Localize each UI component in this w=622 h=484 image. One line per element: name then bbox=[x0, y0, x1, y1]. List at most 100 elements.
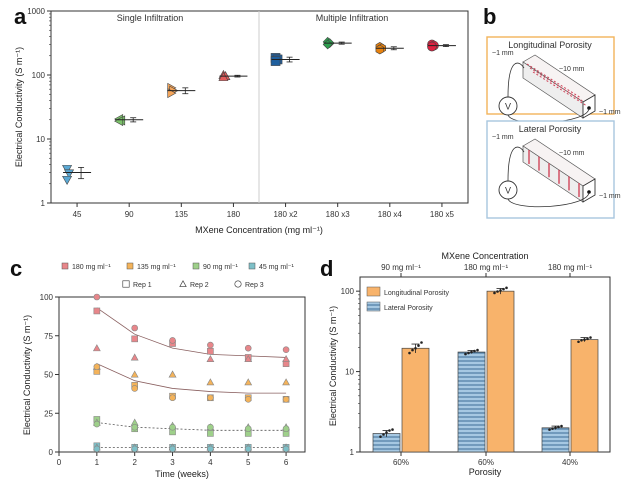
x-axis-label-c: Time (weeks) bbox=[155, 469, 209, 479]
replicate-dot-d bbox=[414, 346, 417, 350]
data-point-a bbox=[62, 175, 73, 185]
legend-marker-rep bbox=[122, 280, 130, 288]
data-point-rep1 bbox=[131, 335, 138, 343]
data-point-rep2 bbox=[206, 354, 215, 363]
x-tick-label-a: 180 x5 bbox=[430, 210, 455, 219]
fit-curve-c bbox=[96, 363, 287, 394]
replicate-dot-d bbox=[388, 429, 391, 432]
panel-c: c 180 mg ml⁻¹ 135 mg ml⁻¹ 90 mg ml⁻¹ 45 mg … bbox=[10, 256, 306, 479]
panel-b: b Longitudinal Porosity~1 mm~10 mm~1 mmV… bbox=[483, 4, 621, 219]
y-tick-label-a: 1 bbox=[41, 199, 46, 208]
x-tick-label-a: 180 bbox=[227, 210, 241, 219]
legend-label-c: 45 mg ml⁻¹ bbox=[259, 264, 294, 271]
data-point-rep3 bbox=[282, 425, 290, 433]
replicate-dot-d bbox=[560, 424, 563, 428]
replicate-dot-d bbox=[499, 289, 502, 292]
dim-top-label: ~1 mm bbox=[492, 50, 514, 57]
data-point-rep2 bbox=[282, 378, 290, 386]
panel-a: a Single Infiltration Multiple Infiltrat… bbox=[14, 4, 469, 235]
legend-label-c: 90 mg ml⁻¹ bbox=[203, 264, 238, 271]
data-point-a bbox=[62, 165, 73, 175]
data-point-rep2 bbox=[168, 370, 177, 378]
y-tick-label-d: 10 bbox=[345, 368, 354, 377]
legend-label-rep: Rep 1 bbox=[133, 282, 152, 289]
schematic-title: Lateral Porosity bbox=[519, 124, 582, 134]
group-label-multiple: Multiple Infiltration bbox=[316, 13, 389, 23]
y-axis-label-a: Electrical Conductivity (S m⁻¹) bbox=[14, 47, 24, 167]
data-point-rep2 bbox=[244, 378, 253, 386]
data-point-rep2 bbox=[130, 353, 139, 361]
x-tick-label-a: 180 x3 bbox=[326, 210, 351, 219]
data-point-rep3 bbox=[169, 445, 176, 453]
replicate-dot-d bbox=[473, 349, 476, 353]
y-axis-label-d: Electrical Conductivity (S m⁻¹) bbox=[328, 306, 338, 426]
legend-swatch-longitudinal bbox=[366, 286, 381, 297]
top-axis-label-d: MXene Concentration bbox=[441, 251, 528, 261]
data-point-rep1 bbox=[93, 307, 101, 315]
y-tick-label-a: 1000 bbox=[27, 7, 45, 16]
y-tick-label-c: 0 bbox=[49, 448, 54, 457]
y-tick-label-c: 75 bbox=[44, 332, 53, 341]
pore-line bbox=[529, 67, 585, 103]
replicate-dot-d bbox=[411, 348, 414, 352]
legend-marker-rep bbox=[179, 280, 187, 287]
data-point-a bbox=[270, 56, 281, 66]
bar-lateral bbox=[457, 351, 486, 453]
replicate-dot-d bbox=[502, 287, 505, 291]
bar-longitudinal bbox=[486, 290, 515, 453]
schematic-lateral: Lateral Porosity ~1 mm ~10 mm ~1 mm V bbox=[486, 120, 621, 219]
y-tick-label-d: 100 bbox=[341, 287, 355, 296]
x-tick-label-d: 60% bbox=[478, 458, 494, 467]
panel-d: d MXene Concentration Longitudinal Poros… bbox=[320, 251, 611, 477]
data-point-rep3 bbox=[93, 363, 101, 371]
replicate-dot-d bbox=[589, 336, 592, 339]
schematic-longitudinal: Longitudinal Porosity~1 mm~10 mm~1 mmV bbox=[486, 36, 621, 124]
wire-top bbox=[507, 62, 525, 98]
replicate-dot-d bbox=[408, 351, 411, 355]
dim-length-label: ~10 mm bbox=[559, 66, 585, 73]
data-point-rep3 bbox=[169, 423, 176, 431]
data-point-rep3 bbox=[282, 395, 290, 403]
legend-label-lateral: Lateral Porosity bbox=[384, 305, 433, 312]
data-point-rep3 bbox=[93, 293, 101, 301]
x-tick-label-a: 180 x2 bbox=[274, 210, 299, 219]
legend-label-longitudinal: Longitudinal Porosity bbox=[384, 290, 449, 297]
data-point-rep3 bbox=[244, 445, 252, 453]
legend-label-rep: Rep 2 bbox=[190, 282, 209, 289]
x-tick-label-c: 0 bbox=[57, 458, 62, 467]
panel-label-c: c bbox=[10, 256, 22, 281]
replicate-dot-d bbox=[382, 433, 385, 436]
data-point-rep2 bbox=[92, 344, 101, 352]
data-point-rep3 bbox=[131, 423, 138, 431]
bar-longitudinal bbox=[401, 347, 430, 453]
legend-swatch-lateral bbox=[366, 301, 381, 312]
x-tick-label-c: 3 bbox=[170, 458, 175, 467]
wire-top bbox=[507, 146, 525, 182]
data-point-rep3 bbox=[207, 341, 214, 349]
pore-line bbox=[526, 63, 582, 99]
replicate-dot-d bbox=[379, 435, 382, 438]
x-tick-label-c: 2 bbox=[132, 458, 137, 467]
replicate-dot-d bbox=[470, 350, 473, 354]
legend-marker-rep bbox=[234, 280, 242, 288]
replicate-dot-d bbox=[385, 431, 388, 434]
data-point-rep2 bbox=[282, 354, 290, 363]
replicate-dot-d bbox=[548, 428, 551, 431]
legend-label-c: 180 mg ml⁻¹ bbox=[72, 264, 111, 271]
data-point-rep1 bbox=[207, 347, 214, 355]
bar-lateral bbox=[541, 427, 570, 453]
schematic-title: Longitudinal Porosity bbox=[508, 40, 592, 50]
replicate-dot-d bbox=[551, 427, 554, 430]
data-point-rep3 bbox=[244, 344, 252, 352]
dim-side-label: ~1 mm bbox=[599, 193, 621, 200]
wire-bottom bbox=[507, 191, 590, 208]
data-point-a bbox=[64, 169, 75, 179]
data-point-rep3 bbox=[207, 394, 214, 402]
legend-label-c: 135 mg ml⁻¹ bbox=[137, 264, 176, 271]
top-tick-label-d: 180 mg ml⁻¹ bbox=[464, 263, 509, 272]
x-tick-label-d: 40% bbox=[562, 458, 578, 467]
panel-label-d: d bbox=[320, 256, 333, 281]
data-point-rep3 bbox=[131, 445, 138, 453]
data-point-rep3 bbox=[207, 423, 214, 431]
replicate-dot-d bbox=[467, 351, 470, 355]
